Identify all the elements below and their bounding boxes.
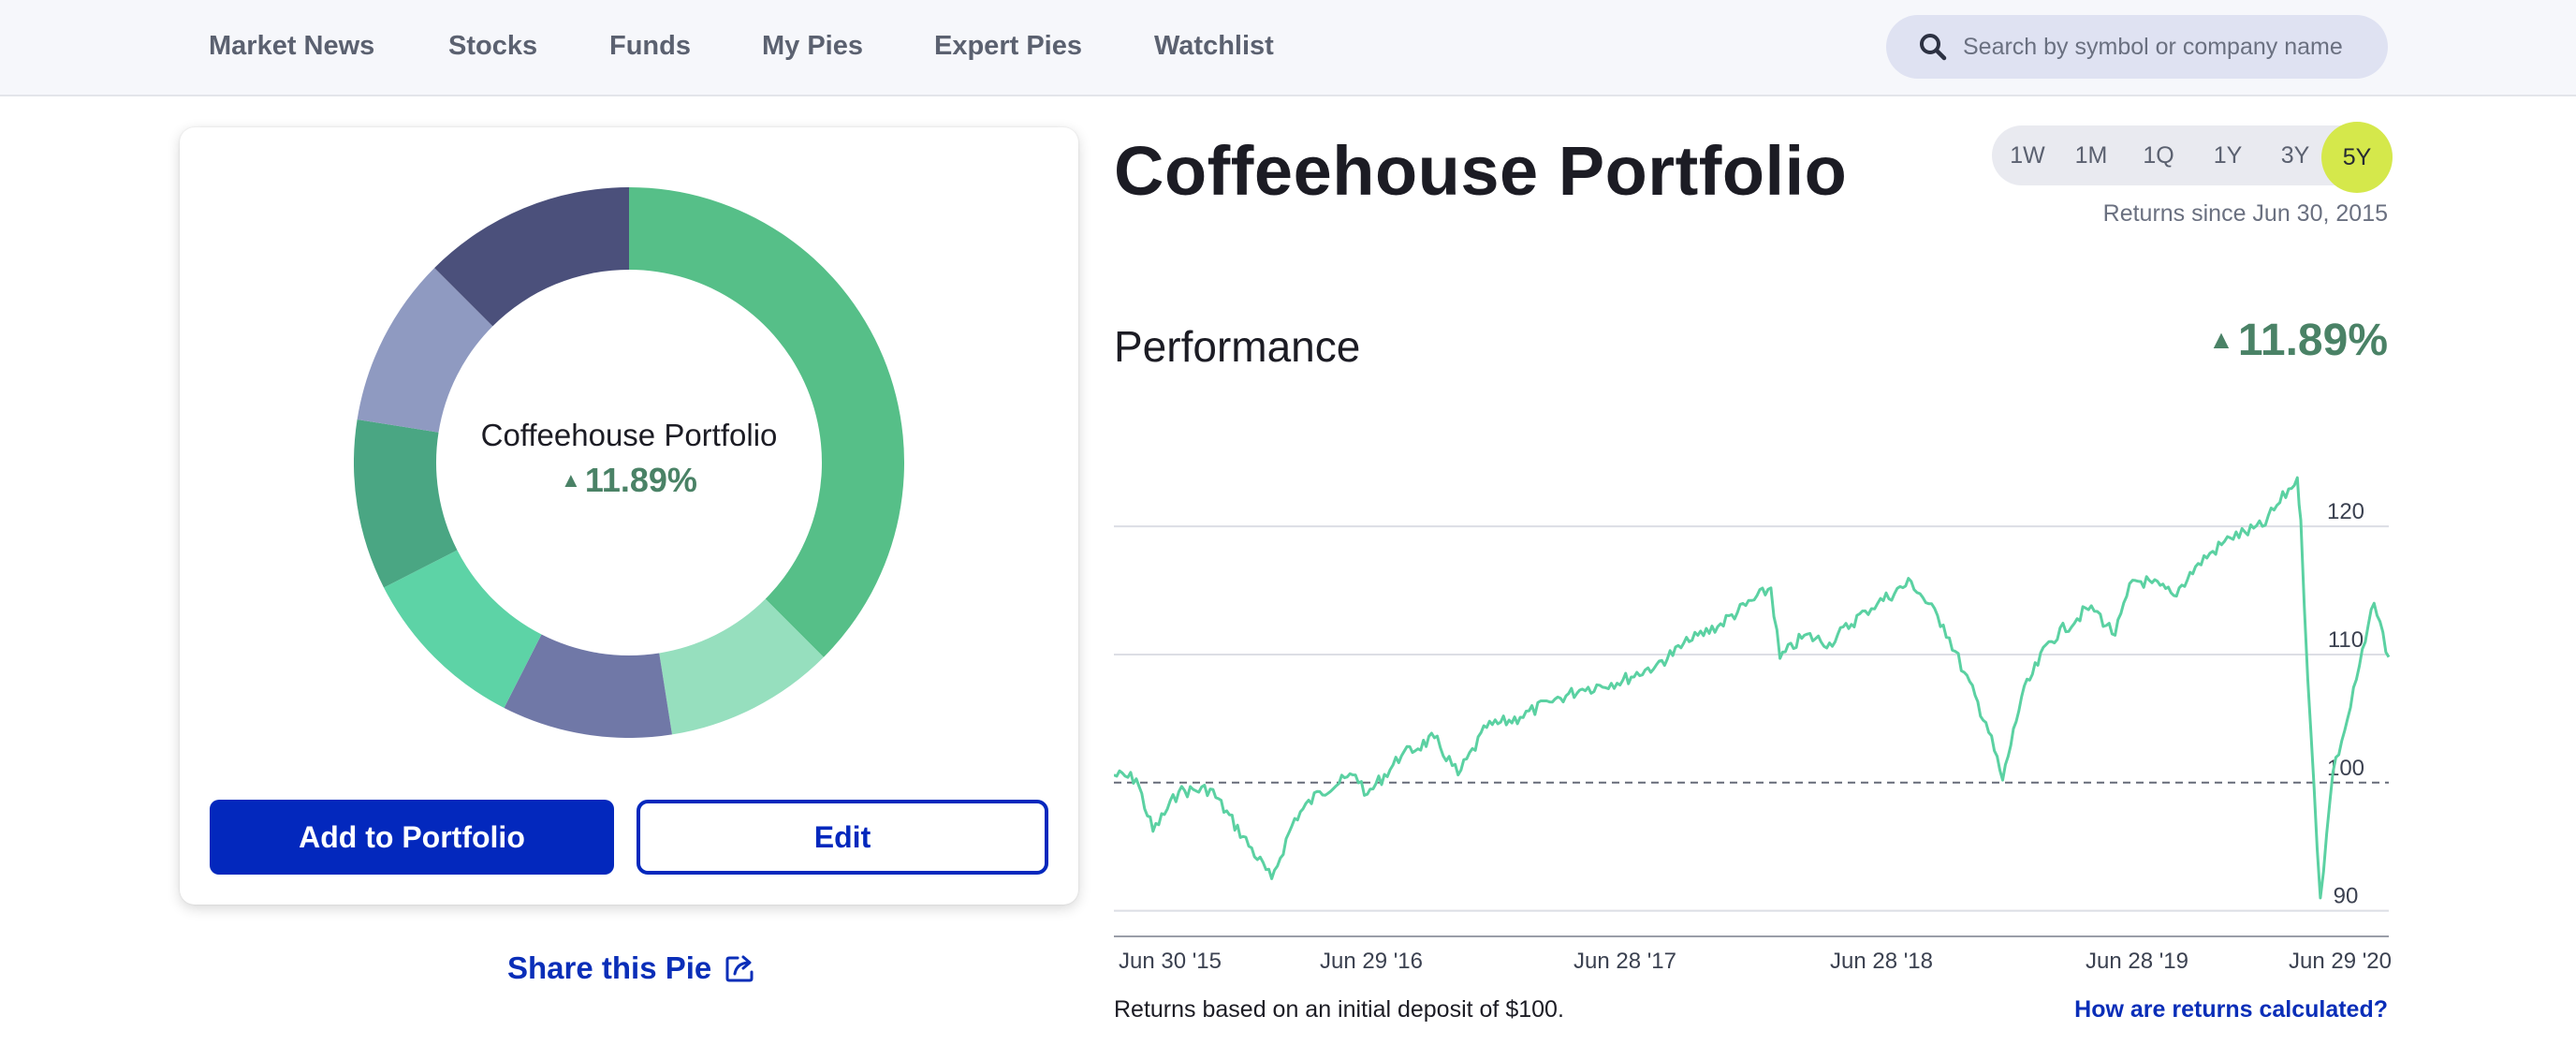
tab-watchlist[interactable]: Watchlist — [1154, 31, 1274, 61]
page-title: Coffeehouse Portfolio — [1114, 132, 1848, 210]
y-tick-label: 110 — [2328, 627, 2364, 653]
performance-value: ▲11.89% — [2106, 315, 2388, 366]
x-tick-label: Jun 28 '17 — [1573, 949, 1676, 974]
pie-card: Coffeehouse Portfolio ▲ 11.89% Add to Por… — [180, 127, 1078, 905]
donut-slice[interactable] — [504, 634, 672, 738]
returns-since-label: Returns since Jun 30, 2015 — [2102, 200, 2388, 227]
tab-funds[interactable]: Funds — [609, 31, 691, 61]
range-1y[interactable]: 1Y — [2213, 142, 2243, 169]
search-input[interactable] — [1963, 24, 2375, 69]
range-5y[interactable]: 5Y — [2321, 122, 2393, 193]
share-icon — [725, 955, 754, 982]
range-1w[interactable]: 1W — [2010, 142, 2045, 169]
donut-slice[interactable] — [354, 420, 458, 588]
donut-chart — [354, 187, 904, 738]
donut-center-return: ▲ 11.89% — [180, 461, 1078, 500]
range-1q[interactable]: 1Q — [2143, 142, 2174, 169]
top-nav: Market News Stocks Funds My Pies Expert … — [0, 0, 2576, 96]
performance-line — [1114, 476, 2391, 900]
donut-center-title: Coffeehouse Portfolio — [480, 418, 778, 452]
range-1m[interactable]: 1M — [2074, 142, 2108, 169]
tab-my-pies[interactable]: My Pies — [762, 31, 863, 61]
tab-stocks[interactable]: Stocks — [448, 31, 538, 61]
donut-slice[interactable] — [629, 187, 904, 657]
share-pie-link[interactable]: Share this Pie — [507, 948, 756, 989]
y-tick-label: 90 — [2334, 884, 2359, 909]
donut-slice[interactable] — [659, 598, 824, 735]
tab-market-news[interactable]: Market News — [209, 31, 375, 61]
how-returns-calculated-link[interactable]: How are returns calculated? — [2074, 996, 2388, 1023]
search-box[interactable] — [1886, 15, 2388, 79]
time-range-selector: 1W 1M 1Q 1Y 3Y 5Y — [1992, 122, 2393, 193]
add-to-portfolio-button[interactable]: Add to Portfolio — [210, 800, 614, 875]
x-tick-label: Jun 30 '15 — [1119, 949, 1222, 974]
search-icon — [1920, 34, 1947, 61]
donut-slice[interactable] — [434, 187, 629, 327]
x-tick-label: Jun 29 '20 — [2289, 949, 2392, 974]
edit-button[interactable]: Edit — [637, 800, 1048, 875]
performance-label: Performance — [1114, 322, 1361, 371]
up-arrow-icon: ▲ — [561, 468, 581, 492]
share-pie-label: Share this Pie — [507, 950, 712, 985]
donut-slice[interactable] — [357, 268, 493, 433]
up-arrow-icon: ▲ — [2208, 325, 2234, 354]
donut-return-value: 11.89% — [584, 461, 697, 499]
y-tick-label: 120 — [2327, 499, 2364, 524]
x-tick-label: Jun 28 '18 — [1830, 949, 1933, 974]
returns-note: Returns based on an initial deposit of $… — [1114, 996, 1564, 1023]
donut-slice[interactable] — [384, 550, 542, 708]
range-3y[interactable]: 3Y — [2280, 142, 2310, 169]
performance-value-text: 11.89% — [2237, 316, 2388, 365]
x-tick-label: Jun 28 '19 — [2086, 949, 2188, 974]
x-tick-label: Jun 29 '16 — [1320, 949, 1423, 974]
tab-expert-pies[interactable]: Expert Pies — [934, 31, 1082, 61]
